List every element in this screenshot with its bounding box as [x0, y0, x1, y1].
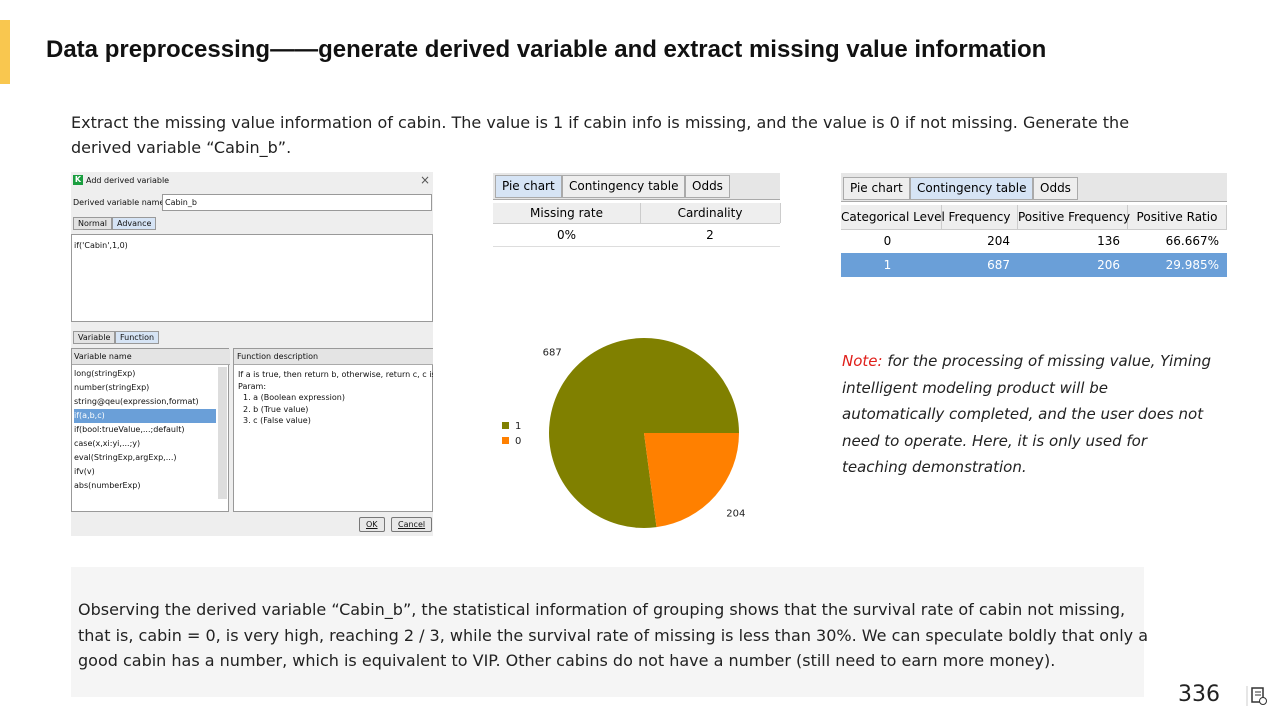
name-input[interactable]: Cabin_b: [162, 194, 432, 211]
dialog-title: Add derived variable: [86, 176, 170, 185]
column-header: Positive Ratio: [1128, 205, 1227, 229]
panel-tab[interactable]: Odds: [685, 175, 730, 198]
conclusion: Observing the derived variable “Cabin_b”…: [78, 600, 1149, 670]
cell: 136: [1097, 234, 1120, 248]
tab[interactable]: Function: [115, 331, 160, 344]
column-header: Cardinality: [640, 203, 781, 223]
accent-bar: [0, 20, 10, 84]
button[interactable]: Cancel: [391, 517, 433, 532]
function-item[interactable]: case(x,xi:yi,...;y): [74, 439, 141, 448]
column-header: Positive Frequency: [1018, 205, 1130, 229]
expression: if('Cabin',1,0): [74, 241, 128, 250]
function-item[interactable]: eval(StringExp,argExp,...): [74, 453, 177, 462]
button[interactable]: OK: [359, 517, 385, 532]
cell: 204: [987, 234, 1010, 248]
tab[interactable]: Advance: [112, 217, 157, 230]
description-line: 1. a (Boolean expression): [243, 393, 345, 402]
panel-tab[interactable]: Contingency table: [910, 177, 1034, 200]
legend-label: 1: [515, 421, 521, 432]
cell: 0%: [556, 228, 577, 242]
column-header: Frequency: [942, 205, 1018, 229]
pie-slice: [644, 433, 739, 528]
note: Note: for the processing of missing valu…: [842, 348, 1212, 481]
dialog: K Add derived variable × Derived variabl…: [71, 172, 433, 536]
function-list: Variable name long(stringExp) number(stri…: [71, 348, 230, 512]
panel-tab[interactable]: Odds: [1033, 177, 1078, 200]
cell: 1: [883, 258, 892, 272]
contingency-panel: Pie chart Contingency table Odds Categoric…: [841, 173, 1227, 279]
intro: Extract the missing value information of…: [71, 113, 1130, 157]
conclusion-box: [71, 567, 1144, 697]
description-line: 3. c (False value): [243, 416, 311, 425]
tab[interactable]: Variable: [73, 331, 116, 344]
note-label: Note:: [842, 352, 883, 370]
function-item[interactable]: long(stringExp): [74, 369, 136, 378]
note-text: for the processing of missing value, Yim…: [842, 352, 1212, 476]
legend-swatch: [502, 422, 509, 429]
function-item[interactable]: ifv(v): [74, 467, 95, 476]
column-header: Categorical Level: [841, 205, 945, 229]
panel-tab[interactable]: Pie chart: [843, 177, 910, 200]
name-label: Derived variable name: [73, 198, 165, 207]
table-row[interactable]: 0 204 136 66.667%: [841, 229, 1227, 253]
description-line: 2. b (True value): [243, 404, 309, 414]
cell: 206: [1097, 258, 1120, 272]
function-item[interactable]: abs(numberExp): [74, 481, 141, 490]
panel-tab[interactable]: Contingency table: [562, 175, 686, 198]
function-item[interactable]: if(a,b,c): [74, 409, 216, 423]
desc-header: Function description: [234, 349, 433, 365]
description-line: Param:: [238, 381, 267, 391]
data-label: 204: [726, 508, 745, 519]
title: Data preprocessing——generate derived var…: [46, 36, 1047, 63]
page-number: 336: [1178, 682, 1220, 707]
function-item[interactable]: number(stringExp): [74, 383, 150, 392]
notes-icon: [1246, 686, 1267, 706]
tab[interactable]: Normal: [73, 217, 112, 230]
cell: 66.667%: [1165, 234, 1219, 248]
cell: 0: [883, 234, 892, 248]
close-button[interactable]: ×: [420, 173, 431, 187]
scrollbar: [218, 367, 227, 499]
description-line: If a is true, then return b, otherwise, …: [238, 370, 433, 379]
legend-swatch: [502, 437, 509, 444]
cell: 687: [987, 258, 1010, 272]
summary-panel: Pie chart Contingency table Odds Missing r…: [493, 173, 781, 248]
app-icon: K: [73, 175, 83, 185]
pie-chart: 687 204 1 0: [502, 338, 745, 528]
expression-area[interactable]: if('Cabin',1,0): [71, 234, 433, 322]
column-header: Missing rate: [493, 203, 641, 223]
list-header: Variable name: [72, 349, 230, 365]
table-row[interactable]: 1 687 206 29.985%: [841, 253, 1227, 277]
function-item[interactable]: if(bool:trueValue,...;default): [74, 425, 185, 434]
description-panel: Function description If a is true, then …: [233, 348, 433, 512]
data-label: 687: [543, 348, 562, 359]
pie-slice: [549, 338, 739, 528]
cell: 2: [706, 228, 714, 242]
function-item[interactable]: string@qeu(expression,format): [74, 397, 199, 406]
panel-tab[interactable]: Pie chart: [495, 175, 562, 198]
legend-label: 0: [515, 436, 521, 447]
cell: 29.985%: [1165, 258, 1219, 272]
